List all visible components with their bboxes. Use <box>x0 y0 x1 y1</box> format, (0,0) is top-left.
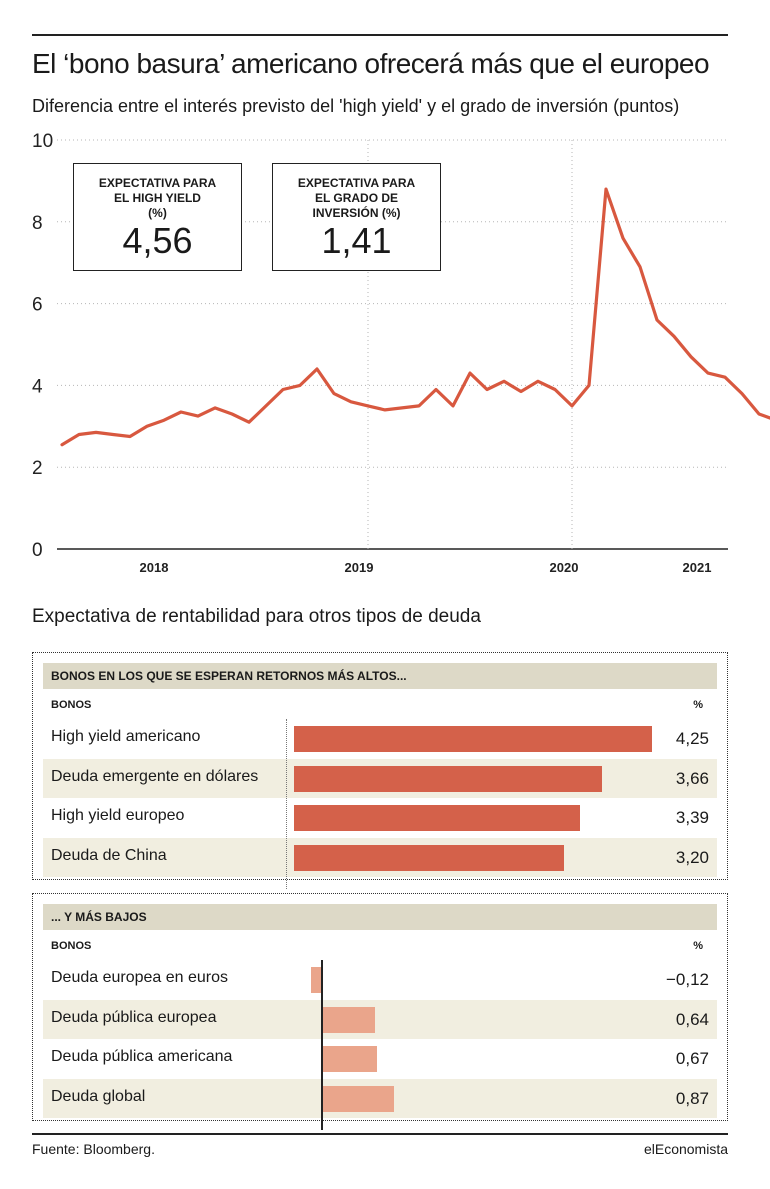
bar-value-label: −0,12 <box>665 970 709 989</box>
bar <box>294 844 564 871</box>
bottom-rule <box>32 1133 728 1135</box>
bar-category-label: Deuda de China <box>51 846 167 864</box>
column-header-unit: % <box>693 940 703 952</box>
source-note: Fuente: Bloomberg. <box>32 1141 155 1157</box>
y-tick-label: 6 <box>32 295 43 316</box>
bar <box>310 967 321 993</box>
bar-category-label: Deuda pública europea <box>51 1008 217 1026</box>
kpi-investment-grade: EXPECTATIVA PARA EL GRADO DE INVERSIÓN (… <box>272 163 441 271</box>
page-title: El ‘bono basura’ americano ofrecerá más … <box>32 48 710 79</box>
column-header-unit: % <box>693 699 703 711</box>
bar-category-label: Deuda europea en euros <box>51 969 229 986</box>
kpi-high-yield: EXPECTATIVA PARA EL HIGH YIELD (%) 4,56 <box>73 163 242 271</box>
panel-higher-returns: BONOS EN LOS QUE SE ESPERAN RETORNOS MÁS… <box>32 652 728 889</box>
bar <box>294 765 603 792</box>
bar-row: Deuda pública americana 0,67 <box>43 1039 717 1079</box>
x-tick-label: 2019 <box>345 560 374 575</box>
panel-lower-returns: ... Y MÁS BAJOS BONOS % Deuda europea en… <box>32 893 728 1130</box>
bar-value-label: 3,66 <box>675 768 709 788</box>
column-header-label: BONOS <box>51 940 92 952</box>
y-tick-label: 0 <box>32 540 43 561</box>
x-tick-label: 2018 <box>140 560 169 575</box>
bar <box>321 1046 378 1072</box>
kpi-high-yield-label: EXPECTATIVA PARA EL HIGH YIELD (%) <box>98 176 217 220</box>
panel-header: ... Y MÁS BAJOS <box>43 904 717 930</box>
bar-value-label: 4,25 <box>675 729 709 748</box>
bar-value-label: 3,39 <box>675 808 709 827</box>
column-header: BONOS % <box>51 940 709 956</box>
bar-value-label: 3,20 <box>675 847 709 867</box>
bar-row: Deuda global 0,87 <box>43 1078 717 1118</box>
chart-subtitle: Diferencia entre el interés previsto del… <box>32 96 680 116</box>
bar-category-label: Deuda pública americana <box>51 1048 233 1065</box>
bar-row: Deuda de China 3,20 <box>43 837 717 877</box>
x-tick-label: 2021 <box>683 560 712 575</box>
x-tick-label: 2020 <box>550 560 579 575</box>
y-tick-label: 2 <box>32 458 43 479</box>
bar-row: Deuda emergente en dólares 3,66 <box>43 758 717 798</box>
section-title: Expectativa de rentabilidad para otros t… <box>32 606 481 627</box>
bar <box>321 1085 395 1112</box>
bar-category-label: Deuda global <box>51 1087 146 1105</box>
bar-value-label: 0,64 <box>675 1009 709 1029</box>
bar-value-label: 0,67 <box>675 1049 709 1068</box>
bar-category-label: High yield europeo <box>51 807 185 824</box>
y-tick-label: 8 <box>32 213 43 234</box>
column-header: BONOS % <box>51 699 709 715</box>
kpi-investment-grade-value: 1,41 <box>321 220 392 261</box>
top-rule <box>32 34 728 36</box>
zero-axis-line <box>321 960 323 1130</box>
bar-row: High yield americano 4,25 <box>43 719 717 759</box>
column-header-label: BONOS <box>51 699 92 711</box>
bar-category-label: High yield americano <box>51 728 201 745</box>
spread-series-line <box>60 187 770 447</box>
bar-row: High yield europeo 3,39 <box>43 798 717 838</box>
bar-row: Deuda europea en euros −0,12 <box>43 960 717 1000</box>
bar <box>294 726 652 752</box>
bar-value-label: 0,87 <box>675 1088 709 1108</box>
y-tick-label: 10 <box>32 131 53 152</box>
bar <box>321 1006 375 1033</box>
bar-rows: Deuda europea en euros −0,12 Deuda pública… <box>43 960 717 1118</box>
y-tick-label: 4 <box>32 376 43 397</box>
bar-category-label: Deuda emergente en dólares <box>51 767 259 785</box>
zero-axis-line <box>286 719 288 889</box>
bar-rows: High yield americano 4,25 Deuda emergente … <box>43 719 717 877</box>
brand-logo-text: elEconomista <box>643 1141 728 1157</box>
kpi-high-yield-value: 4,56 <box>122 220 193 261</box>
bar <box>294 805 580 831</box>
bar-row: Deuda pública europea 0,64 <box>43 999 717 1039</box>
panel-header: BONOS EN LOS QUE SE ESPERAN RETORNOS MÁS… <box>43 663 717 689</box>
kpi-investment-grade-label: EXPECTATIVA PARA EL GRADO DE INVERSIÓN (… <box>297 176 416 220</box>
